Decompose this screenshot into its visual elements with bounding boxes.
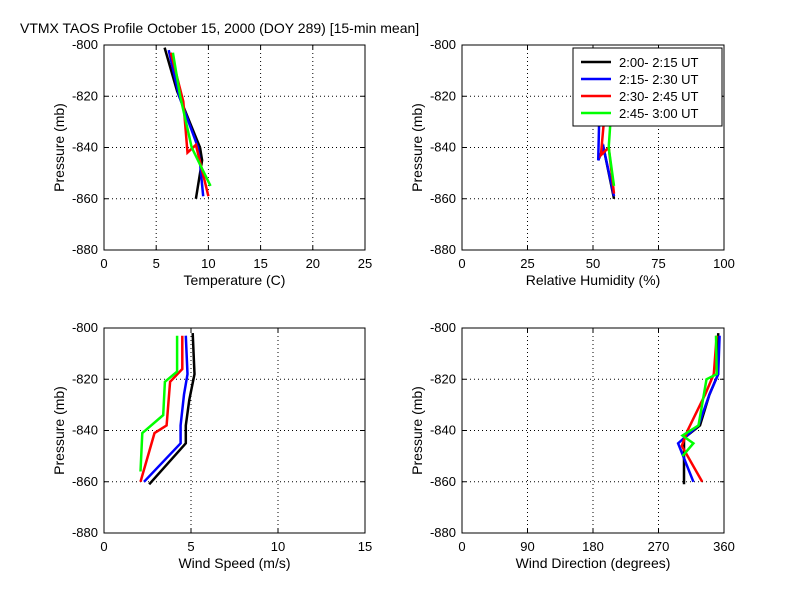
x-tick-label: 5 <box>153 256 160 271</box>
wind-direction-panel: 0 90 180 270 360 -800 -820 -840 -860 -880 Wind Dir… <box>409 320 735 571</box>
y-tick-label: -800 <box>72 320 98 335</box>
series-line-4 <box>139 335 179 472</box>
y-axis-label: Pressure (mb) <box>409 386 425 475</box>
x-tick-label: 25 <box>520 256 534 271</box>
x-axis-label: Wind Direction (degrees) <box>516 555 671 571</box>
legend-label: 2:45- 3:00 UT <box>619 106 699 121</box>
x-tick-label: 0 <box>100 539 107 554</box>
axes-box <box>461 44 725 251</box>
y-tick-label: -880 <box>72 525 98 540</box>
y-tick-label: -820 <box>72 88 98 103</box>
x-tick-label: 75 <box>651 256 665 271</box>
axes-box <box>103 327 366 534</box>
x-tick-label: 0 <box>100 256 107 271</box>
y-tick-label: -880 <box>430 242 456 257</box>
y-tick-label: -860 <box>72 191 98 206</box>
x-tick-label: 15 <box>253 256 267 271</box>
y-tick-label: -800 <box>430 37 456 52</box>
y-axis-label: Pressure (mb) <box>51 386 67 475</box>
y-tick-label: -840 <box>430 423 456 438</box>
y-axis-label: Pressure (mb) <box>51 103 67 192</box>
x-tick-label: 360 <box>713 539 735 554</box>
legend-label: 2:00- 2:15 UT <box>619 55 699 70</box>
y-tick-label: -820 <box>430 371 456 386</box>
legend-label: 2:30- 2:45 UT <box>619 89 699 104</box>
y-tick-label: -820 <box>72 371 98 386</box>
axes-box <box>103 44 366 251</box>
wind-speed-panel: 0 5 10 15 -800 -820 -840 -860 -880 Wind Speed (m/… <box>51 320 372 571</box>
series-line-4 <box>171 52 212 187</box>
x-tick-label: 15 <box>358 539 372 554</box>
temperature-panel: 0 5 10 15 20 25 -800 -820 -840 -860 -880 Temperatur… <box>51 37 372 288</box>
y-axis-label: Pressure (mb) <box>409 103 425 192</box>
y-tick-label: -860 <box>430 474 456 489</box>
x-tick-label: 50 <box>586 256 600 271</box>
y-tick-label: -880 <box>430 525 456 540</box>
series-line-2 <box>167 49 205 197</box>
y-tick-label: -860 <box>430 191 456 206</box>
series-line-1 <box>163 47 204 199</box>
x-axis-label: Temperature (C) <box>184 272 286 288</box>
axes-box <box>461 327 725 534</box>
x-tick-label: 10 <box>201 256 215 271</box>
y-tick-label: -840 <box>72 423 98 438</box>
y-tick-label: -820 <box>430 88 456 103</box>
series-line-3 <box>680 335 718 483</box>
x-tick-label: 5 <box>187 539 194 554</box>
x-tick-label: 270 <box>648 539 670 554</box>
y-tick-label: -860 <box>72 474 98 489</box>
y-tick-label: -840 <box>72 140 98 155</box>
y-tick-label: -800 <box>430 320 456 335</box>
y-tick-label: -880 <box>72 242 98 257</box>
series-line-3 <box>139 335 184 483</box>
x-tick-label: 90 <box>520 539 534 554</box>
x-tick-label: 25 <box>358 256 372 271</box>
y-tick-label: -800 <box>72 37 98 52</box>
x-tick-label: 180 <box>582 539 604 554</box>
x-tick-label: 0 <box>458 256 465 271</box>
y-tick-label: -840 <box>430 140 456 155</box>
legend-label: 2:15- 2:30 UT <box>619 72 699 87</box>
series-line-2 <box>143 335 189 483</box>
figure-title: VTMX TAOS Profile October 15, 2000 (DOY … <box>20 20 420 36</box>
legend: 2:00- 2:15 UT 2:15- 2:30 UT 2:30- 2:45 UT 2… <box>572 47 723 127</box>
x-tick-label: 100 <box>713 256 735 271</box>
x-axis-label: Relative Humidity (%) <box>526 272 661 288</box>
series-line-4 <box>680 335 718 457</box>
x-tick-label: 10 <box>271 539 285 554</box>
humidity-panel: 0 25 50 75 100 -800 -820 -840 -860 -880 Relative H… <box>409 37 735 288</box>
series-line-2 <box>676 335 721 483</box>
series-line-1 <box>148 333 196 486</box>
x-tick-label: 20 <box>306 256 320 271</box>
x-axis-label: Wind Speed (m/s) <box>178 555 290 571</box>
x-tick-label: 0 <box>458 539 465 554</box>
